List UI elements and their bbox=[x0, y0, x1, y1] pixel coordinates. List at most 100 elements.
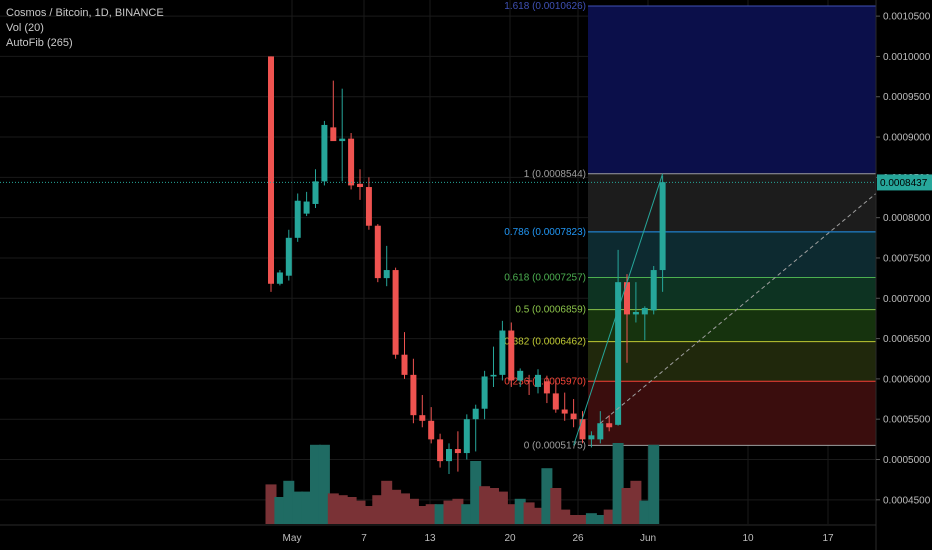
fib-zone bbox=[588, 277, 876, 310]
candle-body bbox=[357, 183, 363, 188]
fib-level-label: 0.5 (0.0006859) bbox=[515, 305, 586, 316]
candle-body bbox=[624, 282, 630, 315]
candle bbox=[463, 414, 470, 460]
volume-bar bbox=[488, 488, 499, 524]
price-tick-label: 0.0010500 bbox=[883, 12, 931, 23]
candle bbox=[348, 133, 355, 190]
volume-bar bbox=[648, 444, 660, 524]
candle-body bbox=[339, 138, 346, 142]
volume-bar bbox=[541, 468, 553, 524]
candle bbox=[615, 249, 622, 426]
volume-bar bbox=[292, 491, 304, 524]
candle-body bbox=[312, 181, 319, 204]
fib-level-label: 0.382 (0.0006462) bbox=[504, 337, 586, 348]
candle-body bbox=[641, 307, 648, 315]
price-tick-label: 0.0010000 bbox=[883, 52, 931, 63]
volume-bar bbox=[327, 493, 339, 524]
volume-bar bbox=[577, 515, 588, 524]
candle-body bbox=[410, 374, 417, 416]
candle-body bbox=[383, 270, 390, 279]
candle-body bbox=[543, 381, 550, 394]
candle bbox=[508, 322, 515, 387]
candle bbox=[383, 245, 390, 287]
candle-body bbox=[561, 409, 568, 414]
time-axis[interactable]: May 7 13 20 26 Jun 10 17 bbox=[0, 524, 876, 544]
volume-bar bbox=[559, 509, 571, 524]
candle bbox=[552, 380, 559, 413]
autofib-indicator-label[interactable]: AutoFib (265) bbox=[6, 37, 73, 49]
price-tick-label: 0.0007000 bbox=[883, 294, 931, 305]
price-tick-label: 0.0006500 bbox=[883, 334, 931, 345]
candle bbox=[321, 120, 328, 186]
time-tick-label: 10 bbox=[742, 533, 754, 544]
volume-bar bbox=[283, 480, 295, 524]
volume-bar bbox=[505, 504, 517, 524]
volume-bar bbox=[550, 488, 562, 524]
volume-bar bbox=[585, 513, 597, 524]
candle-body bbox=[526, 380, 533, 382]
candle bbox=[543, 375, 550, 404]
candle-body bbox=[294, 200, 301, 238]
candle-body bbox=[268, 56, 274, 284]
time-tick-label: 13 bbox=[424, 533, 436, 544]
candle-body bbox=[285, 237, 292, 276]
volume-bar bbox=[265, 484, 277, 524]
volume-bar bbox=[310, 444, 321, 524]
candle bbox=[437, 433, 444, 468]
candle bbox=[659, 175, 666, 292]
volume-bar bbox=[434, 504, 446, 524]
candle-body bbox=[588, 435, 595, 440]
volume-bar bbox=[345, 497, 357, 524]
volume-bar bbox=[354, 500, 366, 524]
time-tick-label: May bbox=[283, 533, 302, 544]
volume-bar bbox=[612, 443, 624, 524]
price-tick-label: 0.0005000 bbox=[883, 455, 931, 466]
fib-zone bbox=[588, 341, 876, 382]
candle bbox=[268, 56, 274, 292]
candle bbox=[499, 320, 506, 381]
candle bbox=[410, 358, 417, 424]
volume-bar bbox=[416, 506, 428, 524]
candle bbox=[285, 229, 292, 281]
volume-bar bbox=[301, 491, 313, 524]
volume-bar bbox=[639, 500, 651, 524]
volume-bar bbox=[470, 461, 482, 524]
candle bbox=[303, 191, 310, 217]
chart-legend: Cosmos / Bitcoin, 1D, BINANCE Vol (20) A… bbox=[6, 6, 164, 51]
volume-bar bbox=[496, 491, 508, 524]
candle bbox=[588, 431, 595, 448]
fib-level-label: 0 (0.0005175) bbox=[524, 440, 586, 451]
candle-body bbox=[454, 449, 461, 454]
candle-body bbox=[303, 201, 310, 214]
symbol-title[interactable]: Cosmos / Bitcoin, 1D, BINANCE bbox=[6, 7, 164, 19]
volume-bar bbox=[425, 504, 437, 524]
fib-extension-line bbox=[599, 193, 877, 424]
candle bbox=[374, 224, 381, 283]
volume-bar bbox=[621, 488, 633, 524]
candle-body bbox=[428, 420, 435, 440]
candle bbox=[454, 431, 461, 472]
time-tick-label: 20 bbox=[504, 533, 516, 544]
time-tick-label: 26 bbox=[572, 533, 584, 544]
candle-body bbox=[276, 272, 283, 284]
candle bbox=[526, 374, 533, 396]
volume-bar bbox=[274, 497, 286, 524]
candle bbox=[481, 370, 488, 420]
candle bbox=[330, 80, 337, 142]
volume-indicator-label[interactable]: Vol (20) bbox=[6, 22, 44, 34]
volume-bar bbox=[479, 486, 491, 524]
candle-body bbox=[508, 330, 515, 381]
candle bbox=[624, 274, 630, 363]
candle bbox=[428, 407, 435, 444]
price-tick-label: 0.0009000 bbox=[883, 133, 931, 144]
volume-bar bbox=[532, 507, 544, 524]
candle-body bbox=[552, 393, 559, 410]
fib-zone bbox=[588, 173, 876, 232]
fib-zone bbox=[588, 5, 876, 174]
candle-body bbox=[321, 124, 328, 182]
candle bbox=[517, 368, 524, 387]
candle-series[interactable] bbox=[268, 56, 666, 475]
price-axis[interactable]: 0.0010500 0.0010000 0.0009500 0.0009000 0.00… bbox=[875, 0, 932, 550]
candle-body bbox=[615, 282, 622, 425]
